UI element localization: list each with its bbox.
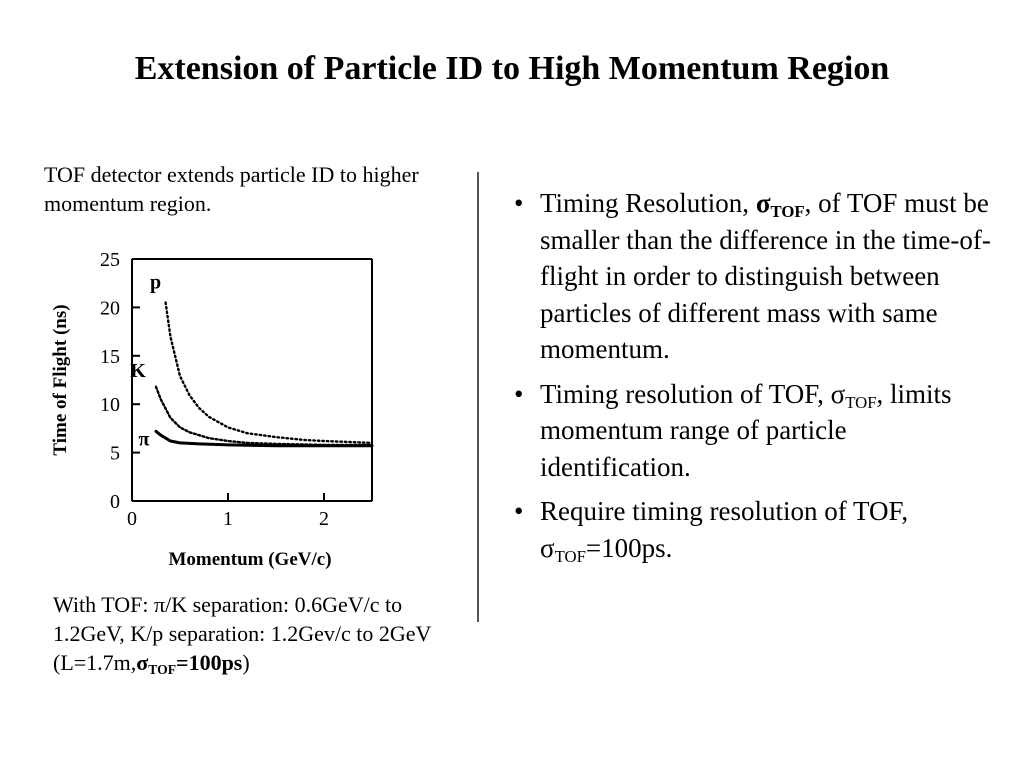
sigma-subscript: TOF: [770, 202, 805, 222]
bullet-text-pre: Require timing resolution of TOF,: [540, 496, 909, 526]
bullet-item: • Require timing resolution of TOF, σTOF…: [512, 493, 992, 566]
x-tick-label: 2: [319, 508, 329, 530]
separation-note: With TOF: π/K separation: 0.6GeV/c to 1.…: [53, 590, 433, 677]
sigma-symbol: σ: [830, 378, 846, 409]
note-mid: /K separation: 0.6GeV/c to 1.2GeV, K/p s…: [53, 592, 432, 675]
bullet-text-pre: Timing Resolution,: [540, 188, 756, 218]
y-tick-label: 0: [110, 491, 120, 513]
bullet-dot: •: [514, 378, 524, 409]
bullet-item: • Timing Resolution, σTOF, of TOF must b…: [512, 185, 992, 368]
bullet-item: • Timing resolution of TOF, σTOF, limits…: [512, 376, 992, 486]
y-tick-label: 15: [100, 346, 120, 368]
y-tick-label: 20: [100, 297, 120, 319]
column-divider: [477, 172, 479, 622]
bullet-dot: •: [514, 188, 524, 218]
y-tick-label: 10: [100, 394, 120, 416]
y-tick-label: 5: [110, 443, 120, 465]
sigma-subscript: TOF: [148, 662, 177, 678]
series-label: K: [130, 360, 146, 382]
sigma-symbol: σ: [755, 188, 771, 218]
bullet-text-post: , of TOF must be smaller than the differ…: [540, 188, 991, 364]
sigma-symbol: σ: [540, 532, 555, 563]
series-label: π: [139, 428, 150, 450]
bullet-text-pre: Timing resolution of TOF,: [540, 378, 831, 409]
series-line-p: [164, 301, 374, 445]
y-tick-group: 0 5 10 15 20 25: [100, 249, 140, 513]
series-label-group: p Kπ: [130, 272, 161, 451]
x-tick-label: 0: [127, 508, 137, 530]
pi-symbol: π: [154, 592, 166, 617]
series-line-k: [154, 385, 374, 447]
y-axis-label: Time of Flight (ns): [50, 304, 71, 455]
note-value: =100ps: [176, 650, 243, 675]
bullet-text-post: , limits momentum range of particle iden…: [540, 378, 952, 482]
series-line-pi: [154, 429, 374, 448]
axis-frame: [131, 258, 373, 502]
curve-group: [154, 301, 374, 448]
bullet-text-post: =100ps.: [585, 532, 673, 563]
bullet-dot: •: [514, 496, 524, 526]
sigma-subscript: TOF: [554, 546, 586, 566]
x-tick-label: 1: [223, 508, 233, 530]
sigma-subscript: TOF: [845, 392, 877, 412]
intro-text: TOF detector extends particle ID to high…: [44, 162, 419, 216]
series-label: p: [150, 272, 161, 294]
x-tick-group: 0 1 2: [127, 493, 329, 530]
bullet-list: • Timing Resolution, σTOF, of TOF must b…: [512, 185, 992, 574]
note-pre: With TOF:: [53, 592, 154, 617]
x-axis-label: Momentum (GeV/c): [168, 549, 331, 570]
sigma-symbol: σ: [136, 650, 149, 675]
note-close: ): [242, 650, 250, 675]
slide-title: Extension of Particle ID to High Momentu…: [134, 50, 890, 87]
y-tick-label: 25: [100, 249, 120, 271]
tof-chart: 0 5 10 15 20 25 0 1 2 p Kπ Momentum (GeV/c) Time…: [50, 249, 374, 570]
